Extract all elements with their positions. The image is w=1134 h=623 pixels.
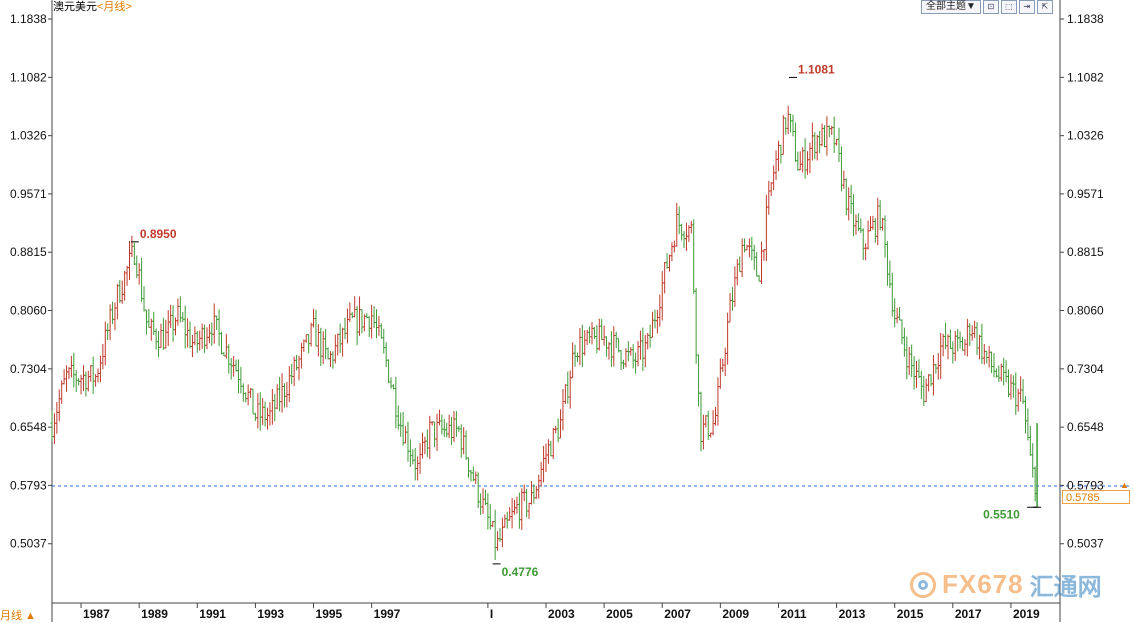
x-axis: 1987 1989 1991 1993 1995 1997 I 2003 2005 2007 200… [80, 603, 1040, 621]
x-tick-label: 2019 [1013, 607, 1040, 621]
y-tick-label-left: 0.8060 [10, 304, 47, 318]
y-tick-label-right: 1.0326 [1067, 129, 1104, 143]
y-tick-label-left: 1.1838 [10, 12, 47, 26]
y-tick-label-right: 0.8060 [1067, 304, 1104, 318]
chart-frame [51, 0, 1130, 622]
y-tick-label-left: 1.1082 [10, 70, 47, 84]
x-tick-label: 2005 [606, 607, 633, 621]
candle-series [50, 105, 1038, 560]
x-tick-label: 2003 [548, 607, 575, 621]
x-tick-label: 1987 [83, 607, 110, 621]
annotation-label: 0.8950 [140, 227, 177, 241]
annotation-label: 1.1081 [798, 62, 835, 76]
chart-title: 澳元美元<月线> [53, 1, 132, 14]
y-tick-label-right: 1.1838 [1067, 12, 1104, 26]
period-toggle[interactable]: 月线 ▲ [0, 610, 36, 622]
fit-icon[interactable]: ⊡ [982, 0, 999, 14]
x-tick-label: 2011 [780, 607, 806, 621]
y-axis: 1.1838 1.1838 1.1082 1.1082 1.0326 1.0326 0.95… [10, 12, 1104, 551]
x-tick-label: 1997 [374, 607, 401, 621]
period-label[interactable]: <月线> [97, 1, 132, 13]
x-tick-label: 1995 [316, 607, 343, 621]
x-tick-label: 1991 [199, 607, 226, 621]
annotations: 0.8950 0.4776 1.1081 0.5510 [130, 62, 1042, 579]
y-tick-label-right: 0.9571 [1067, 187, 1104, 201]
y-tick-label-right: 0.5037 [1067, 537, 1104, 551]
frame-icon[interactable]: ⬚ [1000, 0, 1017, 14]
x-tick-label: I [490, 607, 493, 621]
y-tick-label-right: 0.8815 [1067, 245, 1104, 259]
y-tick-label-left: 0.6548 [10, 420, 47, 434]
annotation-label: 0.5510 [983, 507, 1020, 521]
chart-toolbar: 全部主题▼ ⊡ ⬚ ⇥ ⇱ [921, 0, 1053, 14]
theme-dropdown[interactable]: 全部主题▼ [921, 0, 981, 14]
annotation-label: 0.4776 [502, 565, 539, 579]
fx678-logo-icon [910, 571, 936, 598]
expand-icon[interactable]: ⇱ [1036, 0, 1053, 14]
y-tick-label-right: 0.5793 [1067, 478, 1104, 492]
x-tick-label: 1989 [141, 607, 168, 621]
x-tick-label: 2017 [955, 607, 982, 621]
y-tick-label-left: 0.8815 [10, 245, 47, 259]
symbol-name: 澳元美元 [53, 1, 97, 13]
y-tick-label-left: 0.5793 [10, 478, 47, 492]
watermark: FX678 汇通网 [910, 567, 1102, 602]
y-tick-label-left: 0.7304 [10, 362, 47, 376]
x-tick-label: 2015 [897, 607, 924, 621]
end-icon[interactable]: ⇥ [1018, 0, 1035, 14]
y-tick-label-left: 0.9571 [10, 187, 47, 201]
y-tick-label-right: 1.1082 [1067, 70, 1104, 84]
y-tick-label-right: 0.7304 [1067, 362, 1104, 376]
watermark-text: FX678 [942, 569, 1024, 599]
x-tick-label: 2009 [722, 607, 749, 621]
watermark-text-cn: 汇通网 [1029, 574, 1102, 601]
x-tick-label: 2007 [664, 607, 691, 621]
y-tick-label-right: 0.6548 [1067, 420, 1104, 434]
y-tick-label-left: 1.0326 [10, 129, 47, 143]
x-tick-label: 2013 [839, 607, 866, 621]
y-tick-label-left: 0.5037 [10, 537, 47, 551]
current-price-box: 0.5785 [1062, 490, 1130, 504]
x-tick-label: 1993 [257, 607, 284, 621]
